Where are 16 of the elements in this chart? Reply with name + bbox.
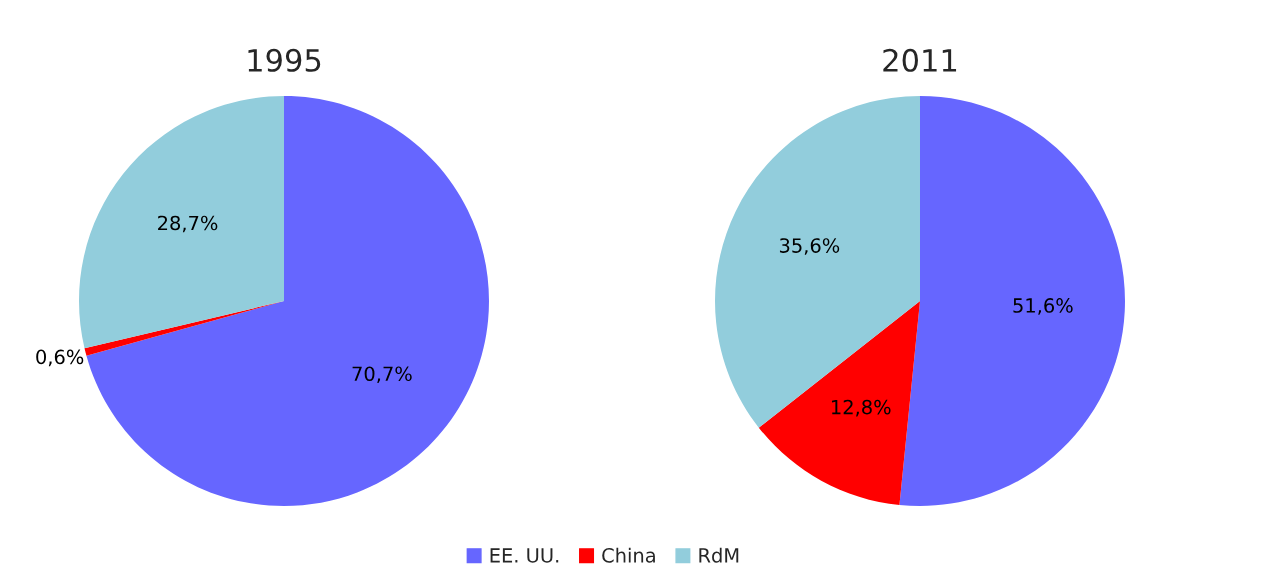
data-label: 51,6% — [1013, 298, 1073, 315]
pie-slice — [899, 96, 1125, 506]
chart-title: 2011 — [883, 48, 957, 72]
pie-slice — [715, 96, 920, 428]
data-label: 35,6% — [779, 238, 840, 255]
legend-label: China — [602, 547, 655, 563]
pie-slice — [758, 301, 920, 505]
data-label: 70,7% — [352, 366, 412, 384]
data-label: 12,8% — [832, 399, 891, 417]
data-label: 0,6% — [36, 349, 84, 367]
legend-label: EE. UU. — [490, 548, 559, 563]
pie-slice — [86, 96, 489, 506]
chart-title: 1995 — [248, 48, 321, 72]
legend-label: RdM — [699, 547, 739, 563]
data-label: 28,7% — [158, 215, 218, 233]
pie-slice — [79, 96, 284, 349]
